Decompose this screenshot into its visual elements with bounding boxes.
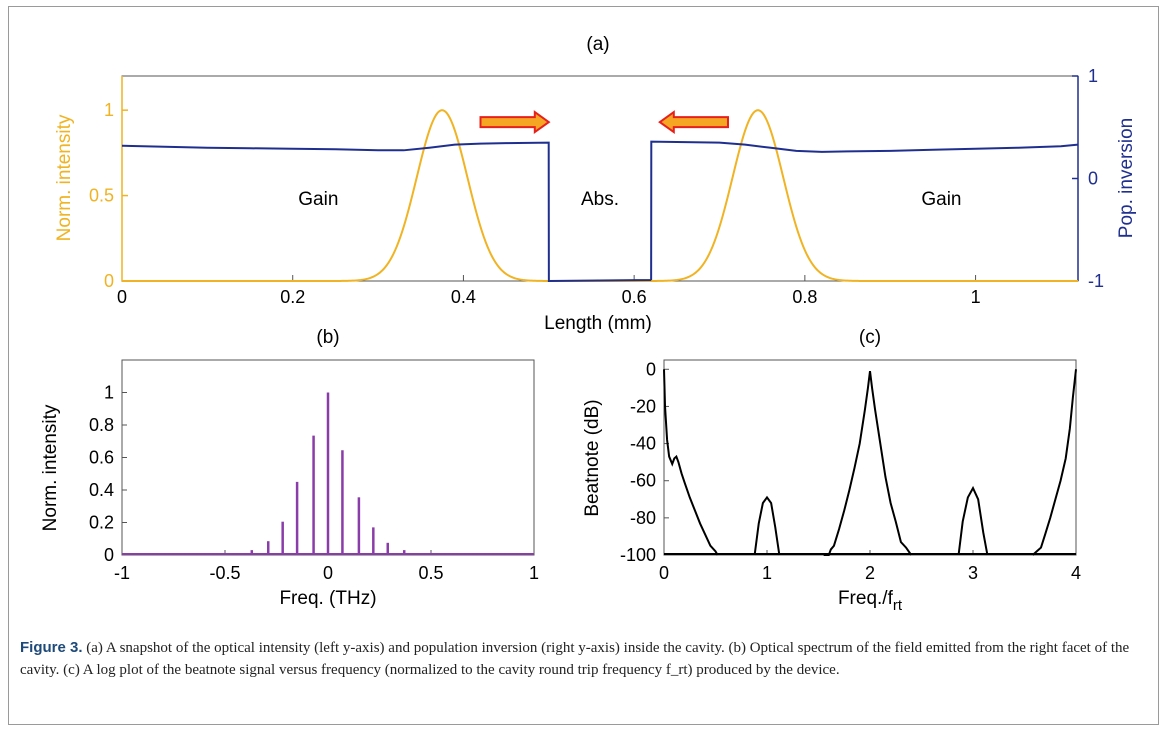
panel-b-x-tick-label: 0 <box>323 563 333 583</box>
panel-b-y-tick-label: 1 <box>104 383 114 403</box>
panel-c-y-tick-label: 0 <box>646 359 656 379</box>
panel-a-series <box>121 109 1079 283</box>
panel-a-x-tick-label: 0.8 <box>792 287 817 307</box>
panel-a-x-tick-label: 0.2 <box>280 287 305 307</box>
panel-b-y-tick-label: 0.6 <box>89 448 114 468</box>
panel-b-x-tick-label: -0.5 <box>209 563 240 583</box>
panel-a-x-tick-label: 0.4 <box>451 287 476 307</box>
panel-a-x-tick-label: 1 <box>971 287 981 307</box>
panel-b-y-tick-label: 0 <box>104 545 114 565</box>
panel-c-y-tick-label: -60 <box>630 471 656 491</box>
panel-a-y-label-right: Pop. inversion <box>1116 118 1137 238</box>
panel-b-x-tick-label: 0.5 <box>418 563 443 583</box>
panel-a-y-tick-label-left: 0 <box>104 271 114 291</box>
panel-b-x-ticks: -1 -0.5 0 0.5 1 <box>114 550 539 583</box>
panel-b-x-tick-label: -1 <box>114 563 130 583</box>
panel-b-x-tick-label: 1 <box>529 563 539 583</box>
panel-a-x-tick-label: 0.6 <box>622 287 647 307</box>
panel-c: (c) 0 1 2 3 4 -100 -80 -60 -40 -20 0 Freq./frt Be… <box>582 327 1081 614</box>
panel-c-beatnote-line <box>1032 369 1077 556</box>
panel-b-y-tick-label: 0.4 <box>89 480 114 500</box>
panel-a-region-label: Gain <box>298 189 338 210</box>
panel-a-region-labels: Gain Abs. Gain <box>298 189 961 210</box>
panel-a-y-label-left: Norm. intensity <box>54 114 75 241</box>
panel-c-y-tick-label: -40 <box>630 434 656 454</box>
panel-a-y-tick-label-right: 1 <box>1088 66 1098 86</box>
figure-frame <box>8 6 1159 725</box>
panel-c-x-label: Freq./frt <box>838 588 903 614</box>
panel-b-label: (b) <box>316 327 339 348</box>
panel-c-y-label: Beatnote (dB) <box>582 399 603 516</box>
figure-caption-text: (a) A snapshot of the optical intensity … <box>20 640 1130 678</box>
figure-caption: Figure 3. (a) A snapshot of the optical … <box>20 637 1150 681</box>
panel-c-plot-area <box>663 359 1077 556</box>
panel-b-y-ticks: 0 0.2 0.4 0.6 0.8 1 <box>89 383 127 565</box>
panel-c-beatnote-line <box>823 371 913 556</box>
panel-a-region-label: Gain <box>921 189 961 210</box>
panel-a-arrows <box>479 110 729 135</box>
panel-a-plot-area <box>121 75 1079 282</box>
panel-c-y-ticks: -100 -80 -60 -40 -20 0 <box>620 359 669 565</box>
panel-a-x-label: Length (mm) <box>544 313 652 334</box>
panel-a-x-ticks: 0 0.2 0.4 0.6 0.8 1 <box>117 275 981 307</box>
panel-b-series <box>122 392 534 555</box>
panel-c-beatnote-line <box>663 369 719 556</box>
figure-caption-label: Figure 3. <box>20 639 83 656</box>
panel-c-x-tick-label: 2 <box>865 563 875 583</box>
panel-b-x-label: Freq. (THz) <box>279 588 376 609</box>
panel-b-y-label: Norm. intensity <box>40 404 61 531</box>
panel-c-beatnote-line <box>957 485 989 556</box>
panel-c-beatnote-line <box>753 495 781 556</box>
panel-a-region-label: Abs. <box>581 189 619 210</box>
panel-a-inversion-line <box>121 140 1079 283</box>
panel-b-y-tick-label: 0.8 <box>89 415 114 435</box>
panel-a-x-tick-label: 0 <box>117 287 127 307</box>
panel-c-x-tick-label: 4 <box>1071 563 1081 583</box>
panel-a-y-tick-label-left: 0.5 <box>89 186 114 206</box>
arrow-right-icon <box>479 110 551 135</box>
panel-a-label: (a) <box>586 34 609 55</box>
panel-b-y-tick-label: 0.2 <box>89 513 114 533</box>
panel-c-y-tick-label: -20 <box>630 396 656 416</box>
panel-c-series <box>663 369 1077 556</box>
panel-c-y-tick-label: -100 <box>620 545 656 565</box>
panel-c-x-tick-label: 3 <box>968 563 978 583</box>
panel-c-x-tick-label: 0 <box>659 563 669 583</box>
panel-c-y-tick-label: -80 <box>630 508 656 528</box>
panel-a: (a) 0 0.2 0.4 0.6 0.8 1 00.51 -101 Gain Abs. Ga… <box>54 34 1137 334</box>
panel-a-y-tick-label-right: -1 <box>1088 271 1104 291</box>
panel-a-y-ticks-left: 00.51 <box>89 76 128 291</box>
panel-a-y-ticks-right: -1 0 1 <box>1072 66 1104 291</box>
panel-a-y-tick-label-left: 1 <box>104 100 114 120</box>
panel-a-y-tick-label-right: 0 <box>1088 169 1098 189</box>
panel-c-x-tick-label: 1 <box>762 563 772 583</box>
panel-b: (b) -1 -0.5 0 0.5 1 0 0.2 0.4 0.6 0.8 1 Freq. (TH… <box>40 327 539 609</box>
arrow-left-icon <box>658 110 729 135</box>
panel-c-label: (c) <box>859 327 881 348</box>
